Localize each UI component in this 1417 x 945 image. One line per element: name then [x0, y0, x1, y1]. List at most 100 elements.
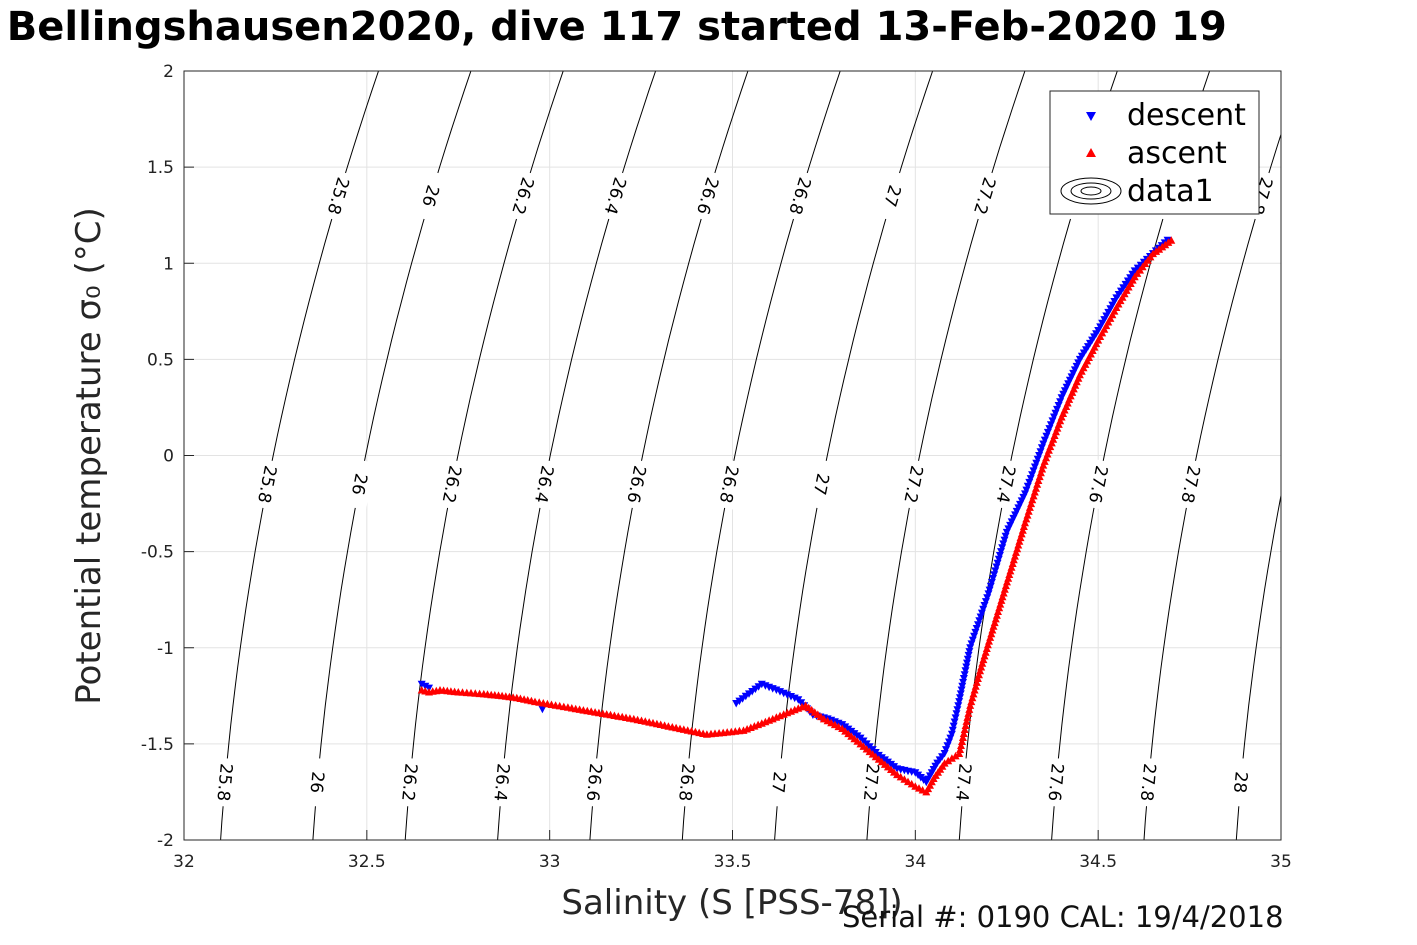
ascent-point [956, 745, 965, 753]
descent-point [417, 680, 426, 689]
ascent-point [966, 701, 975, 709]
contour-label-bg [1227, 757, 1255, 808]
ascent-point [969, 689, 978, 698]
contour-label: 25.8 [212, 762, 235, 802]
contour-label: 27.2 [899, 464, 926, 505]
ascent-point [962, 717, 971, 725]
legend-descent-label: descent [1127, 98, 1246, 133]
contour-label: 27.6 [1043, 762, 1066, 802]
descent-point [964, 651, 973, 660]
y-tick-label: 1.5 [147, 158, 174, 178]
legend: descent ascent data1 [1049, 90, 1260, 215]
ascent-point [1022, 514, 1031, 523]
descent-point [958, 682, 967, 691]
contour-label: 26 [347, 472, 371, 497]
ascent-point [955, 749, 964, 757]
descent-point [959, 675, 968, 683]
legend-contour-marker [1060, 177, 1122, 205]
contour-label: 27.2 [859, 762, 882, 802]
ascent-point [970, 686, 979, 694]
contour-label: 26.2 [507, 175, 537, 217]
ascent-point [972, 678, 981, 686]
contour-label: 27.2 [969, 175, 999, 217]
y-tick-label: -1.5 [141, 735, 174, 755]
ascent-point [963, 713, 972, 721]
contour-label: 27 [767, 771, 789, 794]
descent-point [951, 714, 960, 722]
ascent-point [1025, 503, 1034, 511]
axis-ticks: 32 32.5 33 33.5 34 34.5 35 -2 -1.5 -1 -0.5 0 0.5 1 1.5… [141, 62, 1292, 872]
contour-label-bg [1175, 458, 1207, 511]
contour-label-bg [875, 169, 911, 223]
ascent-point [1035, 472, 1044, 481]
ascent-point [1029, 491, 1038, 500]
descent-point [950, 718, 959, 726]
y-tick-label: -1 [157, 639, 174, 659]
contour-label-bg [713, 458, 745, 511]
contour-label: 27 [809, 472, 833, 497]
x-tick-label: 33.5 [714, 852, 752, 872]
y-tick-label: -2 [157, 831, 174, 851]
contour-label-bg [858, 757, 885, 808]
contour-label-bg [436, 458, 468, 511]
ascent-point [951, 751, 960, 760]
ascent-point [960, 725, 969, 733]
descent-point [956, 694, 964, 702]
contour-label-bg [1083, 458, 1114, 511]
contour-label: 25.8 [323, 175, 353, 217]
x-tick-label: 34 [905, 852, 927, 872]
ascent-point [940, 759, 949, 767]
ascent-point [971, 682, 980, 690]
descent-point [952, 710, 961, 718]
contour-label-bg [782, 169, 818, 223]
ascent-point [1024, 507, 1033, 515]
serial-calibration-note: Serial #: 0190 CAL: 19/4/2018 [842, 900, 1284, 934]
contour-label-bg [967, 169, 1003, 223]
contour-label: 28 [1229, 771, 1251, 794]
descent-point [421, 682, 430, 691]
contour-label: 27.6 [1084, 464, 1111, 505]
contour-label: 26.8 [715, 464, 742, 505]
contour-label: 27.8 [1176, 464, 1203, 505]
contour-label-bg [581, 757, 608, 808]
contour-label: 27.4 [992, 464, 1019, 505]
y-tick-label: 0 [163, 447, 174, 467]
ascent-point [1023, 511, 1032, 519]
ascent-point [957, 741, 965, 749]
contour-label: 26 [305, 771, 327, 794]
contour-label: 26.6 [622, 464, 649, 505]
ascent-point [1027, 499, 1036, 508]
y-tick-label: 1 [163, 254, 174, 274]
contour-label-bg [898, 458, 930, 511]
contour-label-bg [304, 757, 331, 808]
y-tick-label: -0.5 [141, 543, 174, 563]
legend-descent-marker [1086, 112, 1096, 121]
ascent-point [1028, 495, 1037, 504]
contour-label-bg [950, 757, 977, 808]
descent-point [960, 671, 969, 679]
ascent-point [1021, 518, 1029, 527]
ascent-point [967, 697, 976, 706]
contour-label: 26.2 [438, 464, 465, 505]
contour-label: 26.8 [784, 175, 814, 217]
contour-label: 26.4 [489, 762, 512, 802]
contour-label: 25.8 [253, 464, 280, 505]
y-tick-label: 2 [163, 62, 174, 82]
x-tick-label: 34.5 [1079, 852, 1117, 872]
ascent-point [961, 721, 970, 729]
ascent-point [1036, 468, 1045, 477]
contour-label-bg [251, 458, 283, 511]
contour-label-bg [413, 169, 449, 223]
descent-point [957, 686, 966, 694]
ascent-point [1032, 484, 1040, 492]
series-ascent [417, 236, 1176, 796]
contour-label: 26.4 [600, 175, 630, 217]
contour-label-bg [321, 169, 356, 223]
descent-point [538, 705, 547, 714]
legend-ascent-label: ascent [1127, 136, 1227, 171]
descent-point [963, 659, 971, 668]
ascent-point [975, 670, 983, 679]
ascent-point [973, 674, 982, 682]
contour-label-bg [211, 757, 239, 808]
